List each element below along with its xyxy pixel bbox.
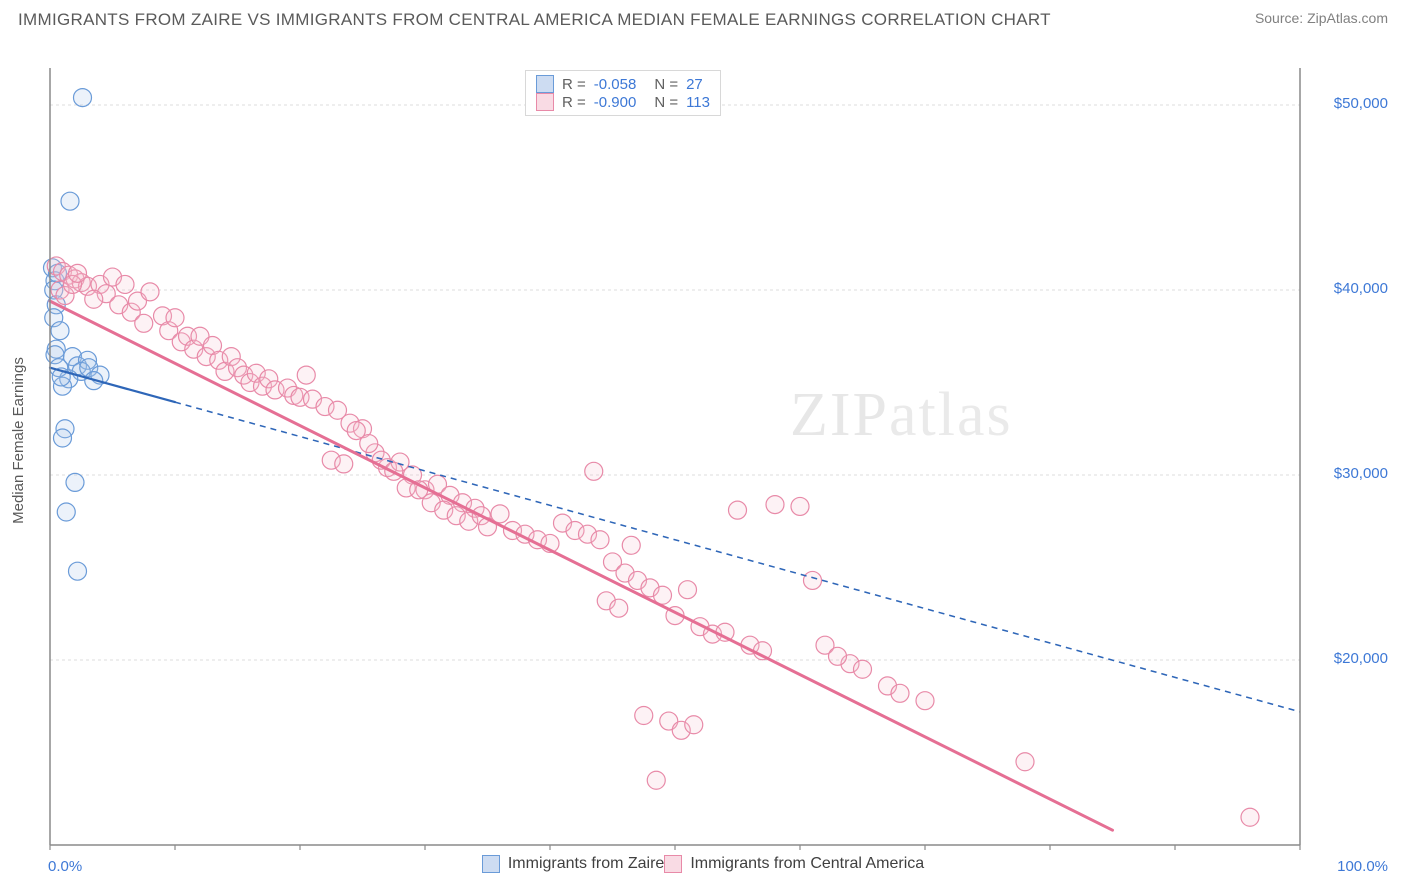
scatter-point <box>1241 808 1259 826</box>
bottom-legend-label: Immigrants from Central America <box>690 855 924 873</box>
scatter-point <box>66 473 84 491</box>
trend-line <box>50 301 1113 830</box>
legend-r-label: R = <box>562 94 586 111</box>
bottom-legend-bar: 0.0% Immigrants from Zaire Immigrants fro… <box>0 850 1406 882</box>
bottom-legend-item: Immigrants from Central America <box>664 855 924 873</box>
scatter-point <box>85 290 103 308</box>
legend-r-label: R = <box>562 76 586 93</box>
scatter-point <box>297 366 315 384</box>
legend-n-label: N = <box>654 76 678 93</box>
correlation-legend-row: R = -0.058 N = 27 <box>536 75 710 93</box>
scatter-point <box>635 707 653 725</box>
scatter-point <box>679 581 697 599</box>
scatter-point <box>647 771 665 789</box>
bottom-legend-item: Immigrants from Zaire <box>482 855 664 873</box>
chart-area: Median Female Earnings ZIPatlas R =-0.05… <box>0 30 1406 850</box>
correlation-legend: R = -0.058 N = 27 R = -0.900 N = 113 <box>525 70 721 116</box>
scatter-point <box>766 496 784 514</box>
legend-swatch <box>482 855 500 873</box>
scatter-point <box>135 314 153 332</box>
scatter-point <box>791 497 809 515</box>
scatter-point <box>116 275 134 293</box>
scatter-point <box>51 322 69 340</box>
y-tick-label: $30,000 <box>1334 465 1388 482</box>
scatter-point <box>916 692 934 710</box>
legend-r-value: -0.900 <box>594 94 637 111</box>
x-axis-max-label: 100.0% <box>1337 858 1388 875</box>
scatter-plot <box>0 30 1406 850</box>
y-tick-label: $40,000 <box>1334 280 1388 297</box>
legend-n-label: N = <box>654 94 678 111</box>
legend-n-value: 113 <box>686 94 710 111</box>
chart-title: IMMIGRANTS FROM ZAIRE VS IMMIGRANTS FROM… <box>18 10 1051 30</box>
scatter-point <box>57 503 75 521</box>
scatter-point <box>591 531 609 549</box>
y-tick-label: $20,000 <box>1334 650 1388 667</box>
legend-r-value: -0.058 <box>594 76 637 93</box>
scatter-point <box>829 647 847 665</box>
scatter-point <box>141 283 159 301</box>
legend-swatch <box>536 93 554 111</box>
scatter-point <box>610 599 628 617</box>
scatter-point <box>74 89 92 107</box>
scatter-point <box>69 264 87 282</box>
bottom-legend-label: Immigrants from Zaire <box>508 855 664 873</box>
legend-swatch <box>536 75 554 93</box>
scatter-point <box>685 716 703 734</box>
scatter-point <box>804 571 822 589</box>
scatter-point <box>622 536 640 554</box>
legend-n-value: 27 <box>686 76 703 93</box>
x-axis-min-label: 0.0% <box>48 858 82 875</box>
legend-swatch <box>664 855 682 873</box>
scatter-point <box>61 192 79 210</box>
scatter-point <box>729 501 747 519</box>
scatter-point <box>491 505 509 523</box>
scatter-point <box>166 309 184 327</box>
scatter-point <box>54 429 72 447</box>
scatter-point <box>69 562 87 580</box>
scatter-point <box>891 684 909 702</box>
scatter-point <box>360 435 378 453</box>
y-tick-label: $50,000 <box>1334 95 1388 112</box>
scatter-point <box>335 455 353 473</box>
scatter-point <box>854 660 872 678</box>
scatter-point <box>585 462 603 480</box>
scatter-point <box>1016 753 1034 771</box>
chart-source: Source: ZipAtlas.com <box>1255 10 1388 26</box>
correlation-legend-row: R = -0.900 N = 113 <box>536 93 710 111</box>
